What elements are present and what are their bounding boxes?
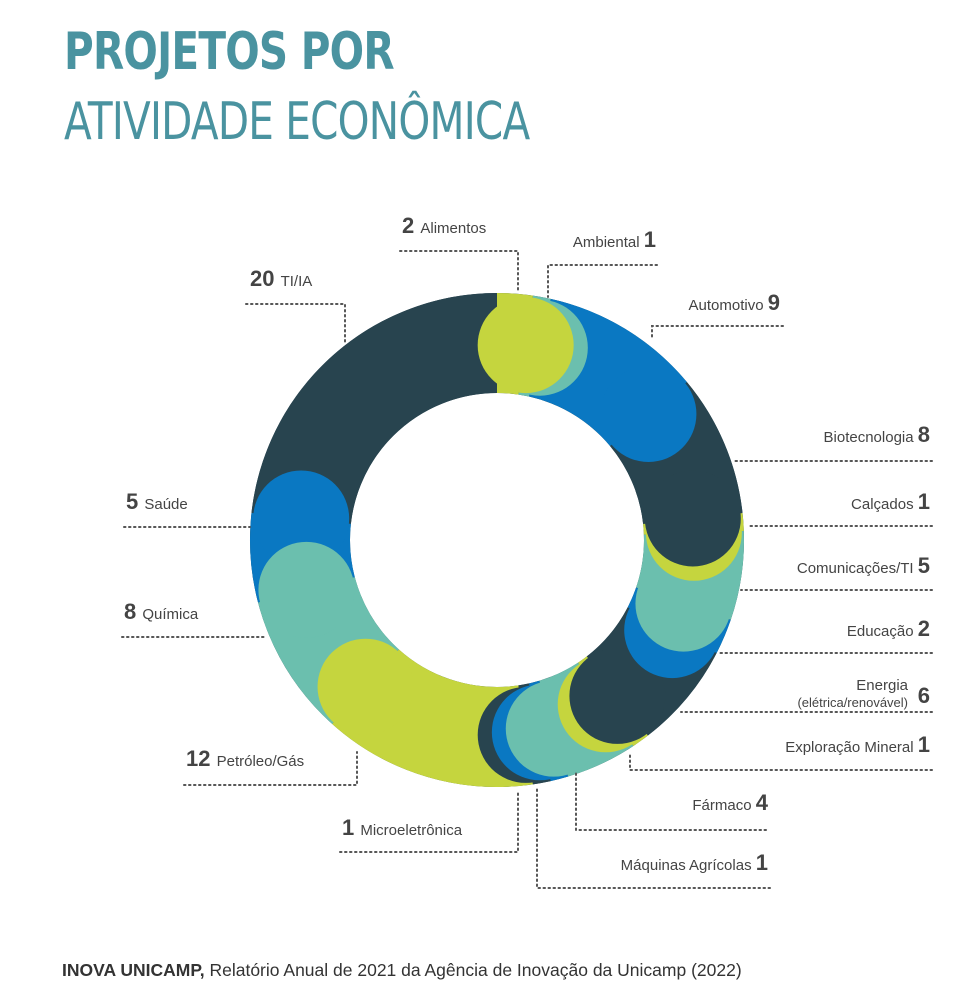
label-exploracao-mineral: Exploração Mineral 1: [785, 732, 930, 757]
category-value: 8: [918, 422, 930, 447]
leader-ambiental: [547, 264, 658, 298]
category-value: 4: [756, 790, 769, 815]
category-name: Saúde: [144, 496, 187, 513]
chart-title-line-1: PROJETOS POR: [64, 22, 395, 82]
category-name: Biotecnologia: [824, 429, 918, 446]
category-name: Microeletrônica: [360, 822, 462, 839]
category-name: Energia: [856, 677, 908, 694]
category-value: 5: [918, 553, 930, 578]
leader-exploracao-mineral: [629, 751, 933, 771]
source-org: INOVA UNICAMP,: [62, 960, 205, 980]
label-microeletronica: 1 Microeletrônica: [342, 815, 463, 840]
category-name: Ambiental: [573, 234, 644, 251]
category-value: 20: [250, 266, 281, 291]
source-footer: INOVA UNICAMP, Relatório Anual de 2021 d…: [62, 960, 742, 981]
label-comunicacoes-ti: Comunicações/TI 5: [797, 553, 930, 578]
segment-quimica-cap: [258, 541, 355, 638]
category-value: 8: [124, 599, 142, 624]
label-energia: Energia: [856, 677, 908, 694]
value-energia: 6: [918, 683, 930, 708]
sublabel-energia: (elétrica/renovável): [797, 695, 908, 710]
category-labels: 2 Alimentos Ambiental 1 Automotivo 9 Biotec…: [124, 213, 930, 875]
leader-microeletronica: [339, 789, 519, 853]
category-value: 2: [918, 616, 930, 641]
category-name: Exploração Mineral: [785, 739, 918, 756]
category-value: 1: [756, 850, 768, 875]
category-sublabel: (elétrica/renovável): [797, 695, 908, 710]
label-ti-ia: 20 TI/IA: [250, 266, 312, 291]
label-alimentos: 2 Alimentos: [402, 213, 486, 238]
category-name: Fármaco: [692, 797, 755, 814]
label-quimica: 8 Química: [124, 599, 199, 624]
category-value: 6: [918, 683, 930, 708]
leader-alimentos: [399, 250, 519, 291]
category-name: Petróleo/Gás: [217, 753, 305, 770]
segment-alimentos-cap: [477, 297, 574, 394]
donut-ring: [250, 293, 744, 787]
segment-biotecnologia-cap: [644, 470, 741, 567]
label-maquinas-agricolas: Máquinas Agrícolas 1: [621, 850, 768, 875]
segment-saude-cap: [253, 470, 350, 567]
category-name: TI/IA: [281, 273, 313, 290]
label-farmaco: Fármaco 4: [692, 790, 768, 815]
leader-automotivo: [651, 325, 784, 341]
chart-title-line-2: ATIVIDADE ECONÔMICA: [64, 92, 530, 152]
category-value: 5: [126, 489, 144, 514]
label-educacao: Educação 2: [847, 616, 930, 641]
label-biotecnologia: Biotecnologia 8: [824, 422, 930, 447]
category-name: Máquinas Agrícolas: [621, 857, 756, 874]
label-ambiental: Ambiental 1: [573, 227, 656, 252]
category-value: 12: [186, 746, 217, 771]
label-petroleo-gas: 12 Petróleo/Gás: [186, 746, 304, 771]
leader-petroleo-gas: [183, 751, 358, 786]
category-name: Educação: [847, 623, 918, 640]
category-name: Calçados: [851, 496, 918, 513]
label-calcados: Calçados 1: [851, 489, 930, 514]
category-value: 1: [918, 489, 930, 514]
category-value: 1: [918, 732, 930, 757]
leader-maquinas-agricolas: [536, 787, 771, 889]
segment-petroleo-gas-cap: [317, 638, 414, 735]
segment-comunicacoes-ti-cap: [635, 555, 732, 652]
category-name: Alimentos: [420, 220, 486, 237]
category-name: Automotivo: [689, 297, 768, 314]
category-value: 1: [644, 227, 656, 252]
category-value: 9: [768, 290, 780, 315]
label-automotivo: Automotivo 9: [689, 290, 780, 315]
segment-automotivo-cap: [600, 365, 697, 462]
leader-farmaco: [575, 771, 767, 831]
category-value: 2: [402, 213, 420, 238]
category-name: Comunicações/TI: [797, 560, 918, 577]
label-saude: 5 Saúde: [126, 489, 188, 514]
source-text: Relatório Anual de 2021 da Agência de In…: [204, 960, 742, 980]
segment-energia-cap: [569, 647, 666, 744]
category-value: 1: [342, 815, 360, 840]
category-name: Química: [142, 606, 199, 623]
leader-lines: [121, 250, 933, 889]
leader-ti-ia: [245, 303, 346, 346]
